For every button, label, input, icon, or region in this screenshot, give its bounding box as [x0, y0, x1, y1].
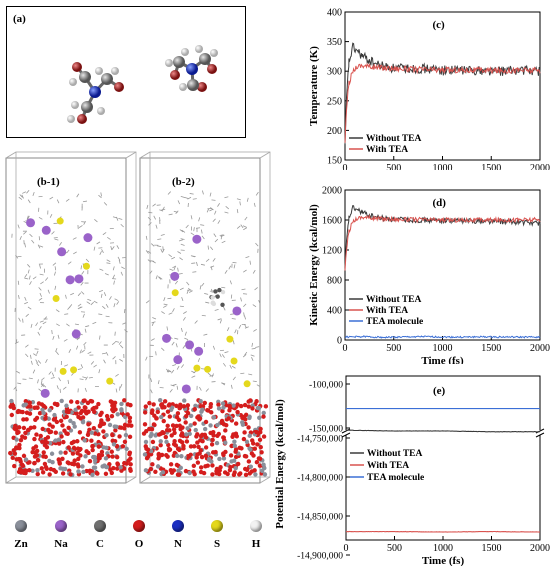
- atom-label-h: H: [251, 538, 261, 550]
- x-tick-label: 1000: [433, 163, 453, 170]
- atom-label-s: S: [213, 538, 221, 550]
- y-tick-label: -150,000: [309, 425, 343, 435]
- legend-label: With TEA: [366, 145, 408, 155]
- y-axis-label: Potential Energy (kcal/mol): [274, 399, 286, 529]
- series-line-tea-molecule: [344, 335, 541, 339]
- atom-legend-item-na: Na: [50, 520, 72, 550]
- chart-temperature: 0500100015002000150200250300350400Time (…: [308, 8, 550, 171]
- x-tick-label: 500: [387, 543, 402, 554]
- x-tick-label: 2000: [530, 343, 550, 354]
- x-tick-label: 0: [344, 543, 349, 554]
- panel-label: (d): [433, 197, 447, 209]
- x-tick-label: 500: [386, 163, 401, 170]
- x-tick-label: 0: [343, 163, 348, 170]
- x-tick-label: 2000: [530, 163, 550, 170]
- atom-legend-item-h: H: [245, 520, 267, 550]
- atom-ball-o: [133, 520, 145, 532]
- panel-label: (c): [433, 19, 446, 31]
- tea-molecule-2: [165, 45, 218, 92]
- y-tick-label: 2000: [322, 186, 342, 197]
- atom-ball-zn: [15, 520, 27, 532]
- y-tick-label: 1600: [322, 216, 342, 227]
- y-tick-label: 400: [327, 8, 342, 19]
- x-tick-label: 1000: [433, 543, 453, 554]
- series-line-without-tea: [344, 204, 541, 267]
- x-tick-label: 1000: [433, 343, 453, 354]
- series-line-without-tea: [344, 42, 541, 145]
- atom-ball-c: [94, 520, 106, 532]
- axis-break-mark: [535, 432, 545, 438]
- atom-label-n: N: [174, 538, 182, 550]
- y-tick-label: 200: [327, 126, 342, 137]
- simulation-box-1: [5, 151, 137, 484]
- panel-label: (e): [433, 385, 446, 397]
- y-axis-label: Temperature (K): [308, 46, 320, 126]
- series-line-with-tea: [344, 214, 541, 271]
- atom-ball-h: [250, 520, 262, 532]
- atom-label-na: Na: [54, 538, 68, 550]
- chart-potential-energy: 0 500 1000 1500 2000 -100,000 -150,000-14,750,…: [274, 375, 550, 566]
- atom-legend-item-o: O: [128, 520, 150, 550]
- legend-label: Without TEA: [366, 134, 421, 144]
- x-tick-label: 1500: [481, 163, 501, 170]
- axis-break-gap: [342, 430, 350, 435]
- y-tick-label: 250: [327, 96, 342, 107]
- atom-label-o: O: [134, 538, 144, 550]
- axis-break-mark: [341, 432, 351, 438]
- chart-kinetic-energy: 0 500 1000 1500 2000 0 400 800 1200 1600 2000 Time …: [308, 186, 550, 365]
- panel-a-label: (a): [13, 13, 26, 25]
- x-tick-label: 1500: [482, 543, 502, 554]
- tea-molecule-1: [67, 62, 124, 124]
- y-tick-label: 0: [337, 336, 342, 347]
- legend-label: With TEA: [366, 306, 408, 316]
- atom-ball-n: [172, 520, 184, 532]
- tea-molecule-illustrations: [67, 45, 218, 124]
- legend-label: Without TEA: [366, 295, 421, 305]
- y-tick-label: -14,850,000: [297, 513, 343, 523]
- atom-label-zn: Zn: [14, 538, 28, 550]
- x-tick-label: 500: [386, 343, 401, 354]
- atom-legend-item-zn: Zn: [10, 520, 32, 550]
- atom-legend-item-n: N: [167, 520, 189, 550]
- simulation-box-2: [139, 151, 271, 484]
- y-tick-label: -14,750,000: [297, 435, 343, 445]
- y-tick-label: -14,800,000: [297, 474, 343, 484]
- atom-legend-item-c: C: [89, 520, 111, 550]
- legend-label: TEA molecule: [366, 317, 423, 327]
- atom-label-c: C: [96, 538, 104, 550]
- series-line-without-tea: [345, 429, 541, 433]
- y-tick-label: 1200: [322, 246, 342, 257]
- atom-legend-item-s: S: [206, 520, 228, 550]
- panel-a-box: (a): [6, 6, 246, 138]
- y-axis-label: Kinetic Energy (kcal/mol): [308, 204, 320, 326]
- y-tick-label: 300: [327, 67, 342, 78]
- legend-label: Without TEA: [367, 449, 422, 459]
- series-line-with-tea: [345, 530, 541, 533]
- y-tick-label: 150: [327, 156, 342, 167]
- y-tick-label: 350: [327, 37, 342, 48]
- legend-label: With TEA: [367, 461, 409, 471]
- atom-ball-na: [55, 520, 67, 532]
- x-axis-label: Time (fs): [422, 555, 465, 566]
- axis-break-gap: [536, 430, 544, 435]
- panel-b1-label: (b-1): [37, 176, 60, 188]
- y-tick-label: 400: [327, 306, 342, 317]
- y-tick-label: 800: [327, 276, 342, 287]
- x-tick-label: 1500: [481, 343, 501, 354]
- x-tick-label: 2000: [530, 543, 550, 554]
- simulation-boxes: [5, 151, 271, 484]
- x-axis-label: Time (fs): [421, 355, 464, 364]
- panel-b2-label: (b-2): [172, 176, 195, 188]
- y-tick-label: -14,900,000: [297, 552, 343, 562]
- atom-ball-s: [211, 520, 223, 532]
- series-line-with-tea: [344, 62, 541, 143]
- x-tick-label: 0: [343, 343, 348, 354]
- y-tick-label: -100,000: [309, 381, 343, 391]
- legend-label: TEA molecule: [367, 473, 424, 483]
